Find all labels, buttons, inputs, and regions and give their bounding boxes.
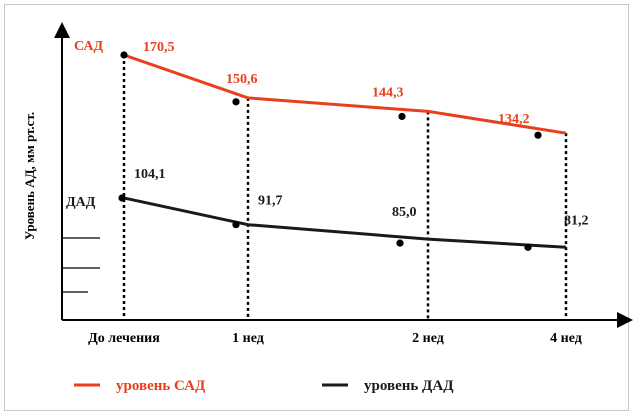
series-layer [118,51,567,251]
legend: уровень САД уровень ДАД [74,378,454,394]
data-point [232,221,240,229]
data-point [118,194,126,202]
labels: До лечения 1 нед 2 нед 4 нед 170,5 150,6 144,3… [66,39,589,346]
y-axis-label: Уровень АД, мм рт.ст. [22,112,37,240]
data-label: 150,6 [226,72,258,87]
data-point [534,131,542,139]
data-label: 104,1 [134,167,166,182]
data-label: 170,5 [143,40,175,55]
data-label: 134,2 [498,112,530,127]
legend-label: уровень ДАД [364,378,454,394]
series-line-dad [123,196,567,249]
chart-frame [4,4,629,411]
legend-label: уровень САД [116,378,206,394]
x-tick-label: 4 нед [550,331,582,346]
data-label: 85,0 [392,205,417,220]
series-line-sad [123,53,567,135]
x-tick-label: 1 нед [232,331,264,346]
data-point [524,243,532,251]
data-point [120,51,128,59]
category-guides [122,55,568,320]
data-label: 81,2 [564,213,589,228]
x-tick-label: 2 нед [412,331,444,346]
data-point [396,239,404,247]
axes: Уровень АД, мм рт.ст. [22,22,633,328]
data-point [398,112,406,121]
series-short-label: САД [74,39,104,54]
data-label: 144,3 [372,85,404,100]
data-point [232,98,240,106]
x-tick-label: До лечения [88,331,160,346]
data-label: 91,7 [258,194,283,209]
series-short-label: ДАД [66,195,96,210]
